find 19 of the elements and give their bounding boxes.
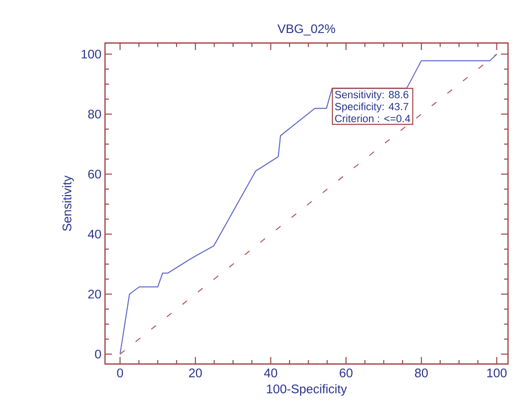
y-tick-label: 40	[88, 230, 101, 239]
line-series	[120, 54, 498, 355]
x-axis-title: 100-Specificity	[266, 384, 347, 396]
x-tick-label: 20	[189, 368, 202, 378]
y-tick-label: 80	[88, 110, 101, 119]
x-tick-label: 80	[415, 368, 428, 378]
y-tick-label: 100	[82, 50, 101, 59]
chart-title: VBG_02%	[277, 24, 336, 36]
x-tick-label: 60	[340, 368, 352, 378]
annotation: Specificity: 43.7	[335, 102, 408, 112]
annotation: Sensitivity: 88.6	[335, 90, 408, 100]
y-tick-label: 20	[88, 290, 101, 299]
y-axis-title: Sensitivity	[62, 176, 74, 231]
y-tick-label: 60	[88, 170, 101, 179]
x-tick-label: 0	[117, 368, 124, 378]
y-tick-label: 0	[95, 350, 101, 359]
annotation: Criterion : <=0.4	[335, 114, 410, 122]
x-tick-label: 40	[264, 368, 278, 378]
x-tick-label: 100	[487, 368, 507, 378]
